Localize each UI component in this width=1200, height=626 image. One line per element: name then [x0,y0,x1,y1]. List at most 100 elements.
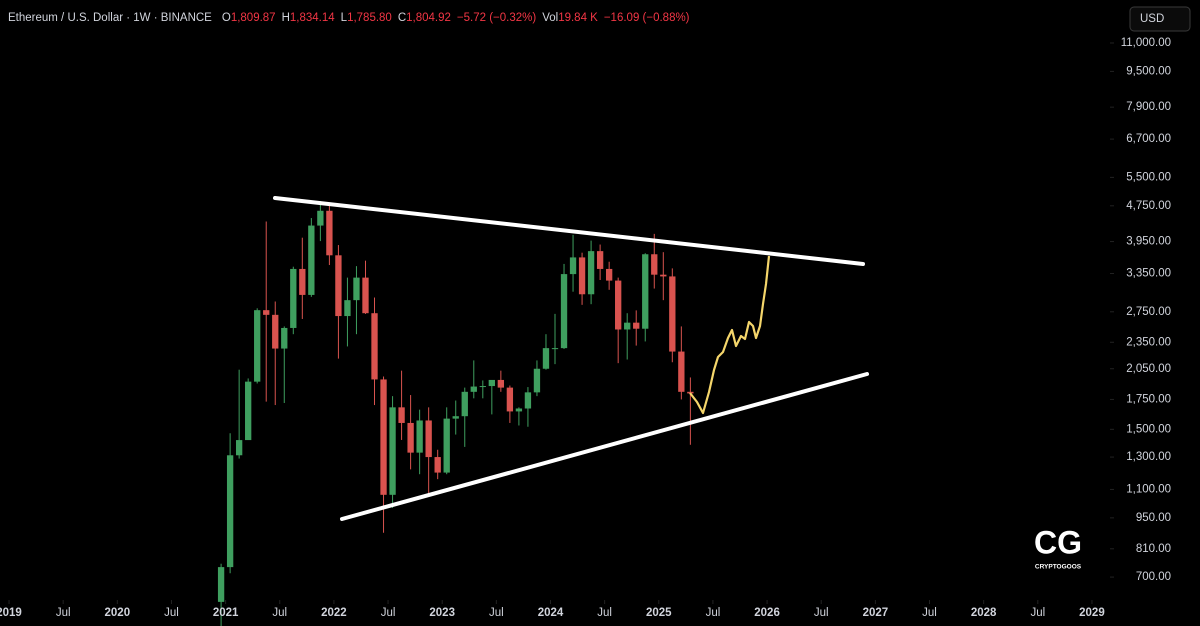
x-tick-label: 2025 [646,607,672,619]
candle-body [245,381,252,441]
candle-body [605,268,613,281]
candle-body [497,379,505,388]
legend-value: 1,785.80 [347,12,392,24]
candle-body [235,440,243,456]
candle-body [326,210,333,256]
x-tick-label: 2027 [863,607,889,619]
x-tick-label: 2028 [971,607,997,619]
candle-body [389,407,396,495]
legend-value: −16.09 (−0.88%) [604,12,690,24]
legend-value: 1,834.14 [290,12,335,24]
x-tick-label: Jul [381,607,396,619]
candle-body [524,392,532,409]
symbol: Ethereum / U.S. Dollar · 1W · BINANCE [8,12,212,24]
watermark-name: CRYPTOGOOS [1035,564,1082,571]
candle-body [398,407,405,423]
candle-body [344,300,351,317]
candle-body [587,251,595,295]
x-tick-label: 2023 [429,607,455,619]
y-tick-label: 1,300.00 [1126,451,1171,463]
candle-body [371,313,378,380]
y-tick-label: 3,350.00 [1126,268,1171,280]
y-tick-label: 3,950.00 [1126,236,1171,248]
candle-body [317,210,324,226]
x-tick-label: Jul [597,607,612,619]
candle-body [335,255,342,317]
x-tick-label: 2020 [105,607,131,619]
legend-key: H [282,12,290,24]
x-tick-label: 2029 [1079,607,1105,619]
y-tick-label: 4,750.00 [1126,200,1171,212]
legend-value: −5.72 (−0.32%) [457,12,536,24]
candle-body [615,280,622,330]
candle-body [596,251,604,269]
candle-body [488,379,495,387]
legend-key: O [222,12,231,24]
candle-body [651,254,658,275]
candle-body [263,310,270,315]
plot-area [8,42,1114,626]
candle-body [380,379,387,495]
x-tick-label: Jul [706,607,721,619]
candle-body [362,277,369,314]
candle-body [254,310,261,382]
candle-body [443,418,450,473]
candle-body [642,254,649,329]
candle-body [434,457,441,473]
legend-value: 1,809.87 [231,12,276,24]
x-tick-label: 2026 [754,607,780,619]
lower-trendline [340,372,869,521]
candle-body [515,408,523,412]
currency-button[interactable] [1129,6,1191,32]
header-legend: Ethereum / U.S. Dollar · 1W · BINANCE O1,… [8,12,690,24]
candle-body [669,276,676,352]
watermark-logo: CG [1034,524,1082,560]
candle-body [272,314,279,349]
y-tick-label: 7,900.00 [1126,101,1171,113]
y-tick-label: 5,500.00 [1126,171,1171,183]
x-tick-label: Jul [814,607,829,619]
candle-body [452,416,459,419]
x-tick-label: 2019 [0,607,22,619]
candle-body [569,257,577,275]
y-tick-label: 2,050.00 [1126,363,1171,375]
candle-body [533,368,541,393]
y-tick-label: 6,700.00 [1126,133,1171,145]
candle-body [633,322,640,329]
upper-trendline [273,196,865,266]
candle-body [425,420,432,458]
y-tick-label: 1,500.00 [1126,423,1171,435]
candle-body [281,327,288,349]
legend-value: 1,804.92 [406,12,451,24]
y-tick-label: 810.00 [1136,543,1171,555]
candle-body [678,351,685,392]
candle-body [578,257,586,295]
x-tick-label: Jul [164,607,179,619]
y-tick-label: 9,500.00 [1126,65,1171,77]
x-tick-label: 2022 [321,607,347,619]
currency-label[interactable]: USD [1140,13,1164,25]
candle-body [506,387,514,412]
candle-body [687,391,694,394]
candle-body [660,274,667,277]
y-tick-label: 2,350.00 [1126,336,1171,348]
candle-body [542,348,550,369]
candle-body [226,455,234,568]
candle-body [560,274,568,349]
x-tick-label: Jul [1030,607,1045,619]
candle-body [407,422,414,453]
candle-body [551,348,559,350]
candle-body [353,277,360,301]
y-tick-label: 950.00 [1136,512,1171,524]
x-tick-label: Jul [922,607,937,619]
y-tick-label: 2,750.00 [1126,306,1171,318]
x-tick-label: 2024 [538,607,564,619]
x-tick-label: Jul [272,607,287,619]
candle-body [461,391,468,417]
candle-body [624,322,631,330]
candle-body [416,420,423,453]
y-tick-label: 1,100.00 [1126,483,1171,495]
projection-path [689,255,771,415]
